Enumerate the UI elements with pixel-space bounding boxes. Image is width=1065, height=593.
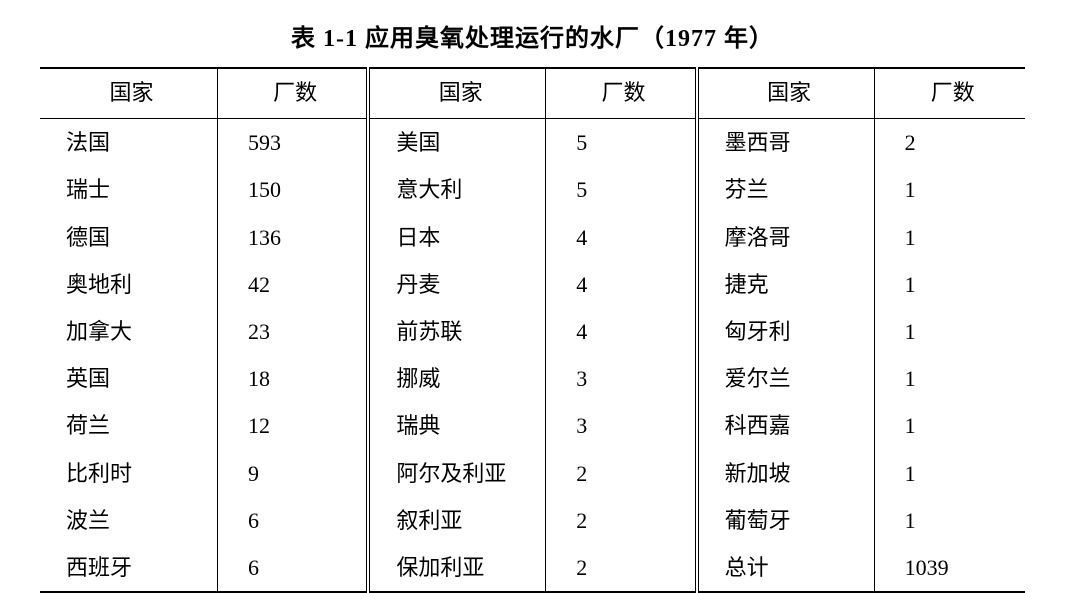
- cell-country: 前苏联: [368, 308, 545, 355]
- cell-count: 3: [546, 355, 697, 402]
- cell-count: 1: [874, 402, 1025, 449]
- cell-count: 4: [546, 214, 697, 261]
- cell-count: 2: [874, 119, 1025, 167]
- table-title: 表 1-1 应用臭氧处理运行的水厂（1977 年）: [40, 18, 1025, 53]
- cell-count: 1: [874, 497, 1025, 544]
- table-row: 瑞士 150 意大利 5 芬兰 1: [40, 166, 1025, 213]
- cell-count: 6: [217, 497, 368, 544]
- cell-count: 18: [217, 355, 368, 402]
- cell-count: 42: [217, 261, 368, 308]
- cell-country: 英国: [40, 355, 217, 402]
- table-row: 奥地利 42 丹麦 4 捷克 1: [40, 261, 1025, 308]
- cell-country: 美国: [368, 119, 545, 167]
- cell-count: 5: [546, 119, 697, 167]
- cell-country: 瑞士: [40, 166, 217, 213]
- cell-country: 丹麦: [368, 261, 545, 308]
- cell-country: 西班牙: [40, 544, 217, 592]
- cell-count: 6: [217, 544, 368, 592]
- table-row: 波兰 6 叙利亚 2 葡萄牙 1: [40, 497, 1025, 544]
- table-row: 加拿大 23 前苏联 4 匈牙利 1: [40, 308, 1025, 355]
- cell-country: 波兰: [40, 497, 217, 544]
- cell-count: 9: [217, 450, 368, 497]
- cell-count: 1039: [874, 544, 1025, 592]
- col-header-country: 国家: [368, 68, 545, 119]
- table-body: 法国 593 美国 5 墨西哥 2 瑞士 150 意大利 5 芬兰 1 德国 1…: [40, 119, 1025, 592]
- cell-count: 12: [217, 402, 368, 449]
- cell-count: 4: [546, 261, 697, 308]
- cell-country: 新加坡: [697, 450, 874, 497]
- cell-country: 意大利: [368, 166, 545, 213]
- cell-country: 捷克: [697, 261, 874, 308]
- cell-country: 爱尔兰: [697, 355, 874, 402]
- cell-count: 3: [546, 402, 697, 449]
- cell-country: 加拿大: [40, 308, 217, 355]
- cell-country: 挪威: [368, 355, 545, 402]
- table-row: 西班牙 6 保加利亚 2 总计 1039: [40, 544, 1025, 592]
- ozone-plants-table: 国家 厂数 国家 厂数 国家 厂数 法国 593 美国 5 墨西哥 2 瑞士 1…: [40, 67, 1025, 593]
- table-header-row: 国家 厂数 国家 厂数 国家 厂数: [40, 68, 1025, 119]
- col-header-country: 国家: [697, 68, 874, 119]
- cell-country: 总计: [697, 544, 874, 592]
- cell-count: 1: [874, 308, 1025, 355]
- cell-country: 比利时: [40, 450, 217, 497]
- cell-count: 2: [546, 544, 697, 592]
- cell-count: 4: [546, 308, 697, 355]
- cell-country: 荷兰: [40, 402, 217, 449]
- cell-count: 1: [874, 450, 1025, 497]
- cell-country: 德国: [40, 214, 217, 261]
- cell-country: 科西嘉: [697, 402, 874, 449]
- table-row: 德国 136 日本 4 摩洛哥 1: [40, 214, 1025, 261]
- cell-country: 日本: [368, 214, 545, 261]
- col-header-count: 厂数: [546, 68, 697, 119]
- cell-country: 法国: [40, 119, 217, 167]
- table-row: 英国 18 挪威 3 爱尔兰 1: [40, 355, 1025, 402]
- cell-count: 23: [217, 308, 368, 355]
- cell-count: 1: [874, 261, 1025, 308]
- cell-country: 奥地利: [40, 261, 217, 308]
- cell-count: 593: [217, 119, 368, 167]
- cell-count: 2: [546, 450, 697, 497]
- cell-count: 1: [874, 166, 1025, 213]
- table-row: 比利时 9 阿尔及利亚 2 新加坡 1: [40, 450, 1025, 497]
- cell-count: 5: [546, 166, 697, 213]
- cell-country: 摩洛哥: [697, 214, 874, 261]
- col-header-country: 国家: [40, 68, 217, 119]
- col-header-count: 厂数: [217, 68, 368, 119]
- cell-country: 匈牙利: [697, 308, 874, 355]
- cell-country: 瑞典: [368, 402, 545, 449]
- cell-count: 136: [217, 214, 368, 261]
- table-row: 法国 593 美国 5 墨西哥 2: [40, 119, 1025, 167]
- col-header-count: 厂数: [874, 68, 1025, 119]
- cell-count: 2: [546, 497, 697, 544]
- cell-country: 阿尔及利亚: [368, 450, 545, 497]
- cell-country: 保加利亚: [368, 544, 545, 592]
- cell-count: 1: [874, 214, 1025, 261]
- cell-count: 150: [217, 166, 368, 213]
- cell-country: 墨西哥: [697, 119, 874, 167]
- cell-country: 叙利亚: [368, 497, 545, 544]
- cell-country: 葡萄牙: [697, 497, 874, 544]
- cell-country: 芬兰: [697, 166, 874, 213]
- table-row: 荷兰 12 瑞典 3 科西嘉 1: [40, 402, 1025, 449]
- cell-count: 1: [874, 355, 1025, 402]
